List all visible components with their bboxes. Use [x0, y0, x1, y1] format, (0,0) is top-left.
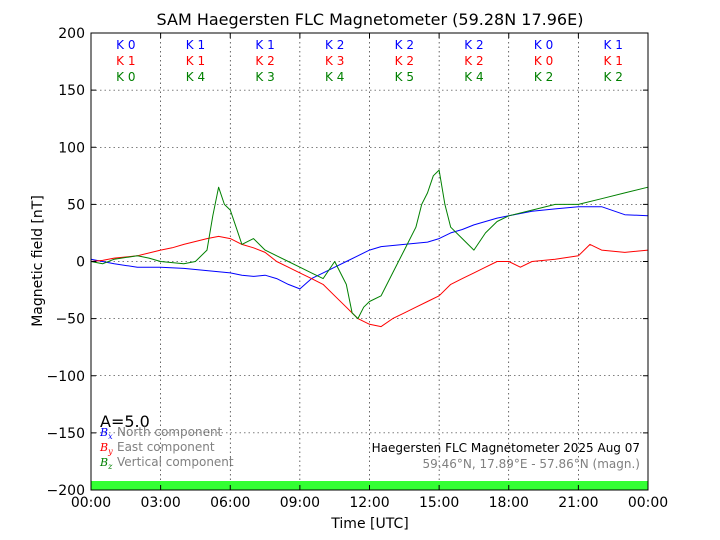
y-tick-label: −100: [47, 369, 85, 385]
x-tick-label: 18:00: [489, 495, 529, 511]
y-tick-label: 100: [58, 140, 85, 156]
x-tick-label: 12:00: [349, 495, 389, 511]
y-tick-label: −150: [47, 426, 85, 442]
north-component-line: [90, 206, 649, 290]
legend: Bx North component By East component Bz …: [99, 425, 234, 471]
y-tick-label: 200: [58, 26, 85, 42]
k-index-label: K 2: [464, 54, 483, 68]
y-axis-label: Magnetic field [nT]: [30, 195, 46, 327]
coordinates-label: 59.46°N, 17.89°E - 57.86°N (magn.): [423, 457, 640, 471]
a-index-label: A=5.0: [100, 412, 150, 431]
x-tick-label: 00:00: [71, 495, 111, 511]
k-index-label: K 5: [395, 70, 414, 84]
y-tick-label: 0: [76, 255, 85, 271]
k-index-label: K 0: [534, 38, 553, 52]
legend-label-east: East component: [117, 440, 215, 454]
k-index-label: K 3: [255, 70, 274, 84]
k-index-label: K 1: [604, 38, 623, 52]
x-tick-label: 21:00: [558, 495, 598, 511]
axis-ticks: 00:00 03:00 06:00 09:00 12:00 15:00 18:00 21:00…: [47, 26, 669, 511]
x-tick-label: 09:00: [280, 495, 320, 511]
y-tick-label: 150: [58, 83, 85, 99]
grid: [91, 33, 648, 490]
k-index-label: K 1: [604, 54, 623, 68]
k-index-label: K 1: [186, 38, 205, 52]
x-tick-label: 00:00: [628, 495, 668, 511]
k-index-label: K 1: [255, 38, 274, 52]
k-index-label: K 4: [325, 70, 344, 84]
vertical-component-line: [90, 169, 649, 320]
k-index-label: K 4: [186, 70, 205, 84]
k-index-label: K 2: [464, 38, 483, 52]
legend-label-north: North component: [117, 425, 223, 439]
k-index-label: K 1: [186, 54, 205, 68]
k-index-label: K 0: [116, 38, 135, 52]
k-index-label: K 1: [116, 54, 135, 68]
series-lines: [90, 169, 649, 328]
chart-title: SAM Haegersten FLC Magnetometer (59.28N …: [157, 10, 584, 29]
k-index-label: K 2: [604, 70, 623, 84]
x-tick-label: 03:00: [140, 495, 180, 511]
k-index-label: K 4: [464, 70, 483, 84]
y-tick-label: 50: [67, 197, 85, 213]
x-tick-label: 15:00: [419, 495, 459, 511]
legend-label-vertical: Vertical component: [117, 455, 234, 469]
k-index-label: K 2: [325, 38, 344, 52]
y-tick-label: −200: [47, 483, 85, 499]
k-index-label: K 2: [534, 70, 553, 84]
legend-symbol-by: By: [99, 441, 113, 456]
k-index-label: K 2: [395, 38, 414, 52]
k-index-label: K 0: [534, 54, 553, 68]
k-index-label: K 3: [325, 54, 344, 68]
k-index-label: K 2: [255, 54, 274, 68]
x-tick-label: 06:00: [210, 495, 250, 511]
legend-symbol-bz: Bz: [99, 456, 113, 471]
east-component-line: [90, 235, 649, 328]
station-label: Haegersten FLC Magnetometer 2025 Aug 07: [372, 441, 640, 455]
y-tick-label: −50: [55, 312, 85, 328]
k-index-table: K 0 K 1 K 1 K 2 K 2 K 2 K 0 K 1 K 1 K 1 K 2 K 3 K 2 K…: [116, 38, 623, 84]
k-index-label: K 2: [395, 54, 414, 68]
k-index-label: K 0: [116, 70, 135, 84]
x-axis-label: Time [UTC]: [330, 516, 408, 532]
